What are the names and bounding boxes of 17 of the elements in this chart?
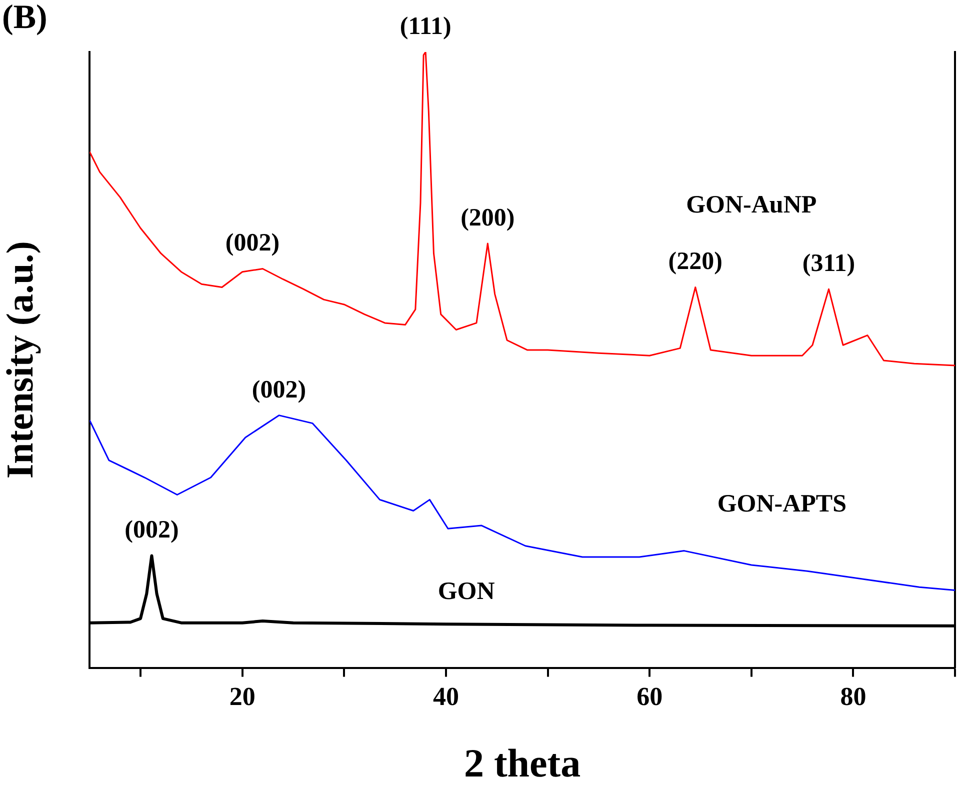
y-axis-title: Intensity (a.u.)	[0, 241, 42, 479]
annotation: (002)	[252, 376, 306, 404]
annotation: (200)	[460, 204, 515, 232]
chart-title: (B)	[2, 0, 48, 36]
x-tick-label: 20	[229, 682, 256, 712]
annotation: (002)	[124, 516, 179, 544]
x-axis-title: 2 theta	[464, 740, 581, 786]
series-label: GON	[438, 578, 495, 606]
x-tick-label: 60	[636, 682, 663, 712]
text: GON-AuNP	[686, 191, 817, 218]
x-tick-label: 40	[432, 682, 459, 712]
annotation: (311)	[802, 250, 856, 278]
x-tick-label: 80	[840, 682, 866, 712]
annotation: (220)	[668, 248, 722, 276]
annotation: (111)	[400, 12, 452, 40]
annotation: (002)	[225, 230, 280, 257]
series-label: GON-APTS	[717, 490, 847, 518]
